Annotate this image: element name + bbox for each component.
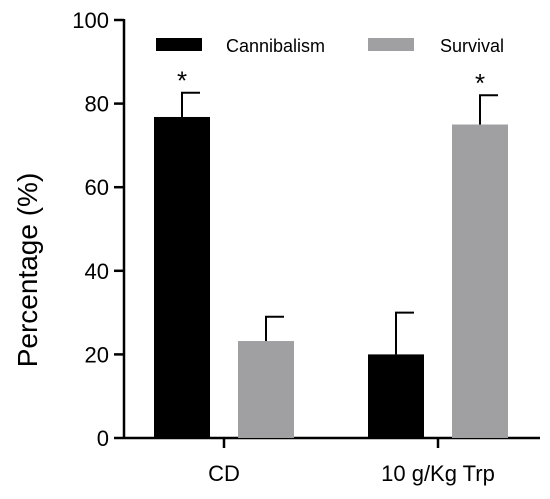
bar	[368, 354, 424, 438]
bars	[154, 116, 508, 438]
significance-annotations: * *	[177, 66, 485, 99]
legend-label: Cannibalism	[226, 36, 325, 56]
y-tick-label: 0	[97, 426, 109, 451]
legend-label: Survival	[440, 36, 504, 56]
x-tick-label: CD	[208, 461, 240, 486]
legend-swatch	[156, 38, 202, 51]
bar	[154, 116, 210, 438]
bar	[452, 124, 508, 438]
y-tick-label: 20	[85, 342, 109, 367]
y-axis: 0 20 40 60 80 100	[72, 8, 126, 451]
x-axis: CD 10 g/Kg Trp	[124, 436, 540, 486]
bar	[238, 341, 294, 438]
legend: Cannibalism Survival	[156, 36, 504, 56]
y-tick-label: 80	[85, 92, 109, 117]
y-axis-title: Percentage (%)	[12, 173, 43, 368]
significance-asterisk: *	[177, 66, 187, 96]
legend-swatch	[368, 38, 414, 51]
y-tick-label: 60	[85, 175, 109, 200]
y-tick-label: 100	[72, 8, 109, 33]
error-bars	[181, 91, 498, 355]
x-tick-label: 10 g/Kg Trp	[381, 461, 495, 486]
y-tick-label: 40	[85, 259, 109, 284]
significance-asterisk: *	[475, 68, 485, 98]
